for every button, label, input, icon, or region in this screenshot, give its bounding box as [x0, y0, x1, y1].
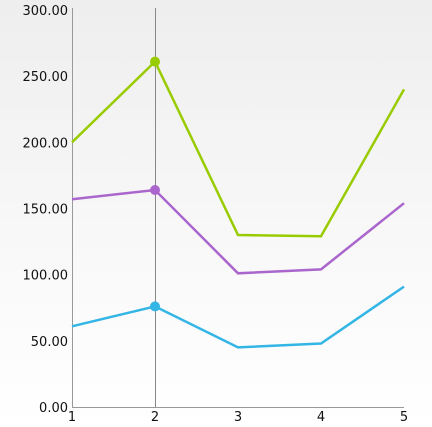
- x-tick-label: 1: [68, 410, 76, 425]
- y-tick-label: 200.00: [23, 136, 69, 151]
- y-tick-label: 50.00: [31, 335, 68, 350]
- axes: [72, 8, 404, 408]
- series-line-3: [71, 285, 405, 349]
- series-line-2: [71, 188, 405, 275]
- x-tick-label: 2: [151, 410, 159, 425]
- selected-point-marker-1: [150, 56, 160, 67]
- x-tick-label: 3: [234, 410, 242, 425]
- y-tick-label: 250.00: [23, 70, 69, 85]
- x-axis-labels: 1 2 3 4 5: [68, 410, 408, 425]
- series-line-1: [71, 59, 406, 238]
- selected-point-marker-2: [150, 184, 160, 195]
- selection-markers: [150, 56, 160, 312]
- y-tick-label: 150.00: [23, 203, 69, 218]
- selected-point-marker-3: [150, 301, 160, 312]
- x-tick-label: 4: [317, 410, 325, 425]
- y-axis-labels: 0.00 50.00 100.00 150.00 200.00 250.00 300.00: [23, 4, 69, 416]
- y-tick-label: 100.00: [23, 269, 69, 284]
- y-tick-label: 0.00: [39, 401, 68, 416]
- x-tick-label: 5: [400, 410, 408, 425]
- series-lines: [71, 59, 406, 349]
- y-tick-label: 300.00: [23, 4, 69, 19]
